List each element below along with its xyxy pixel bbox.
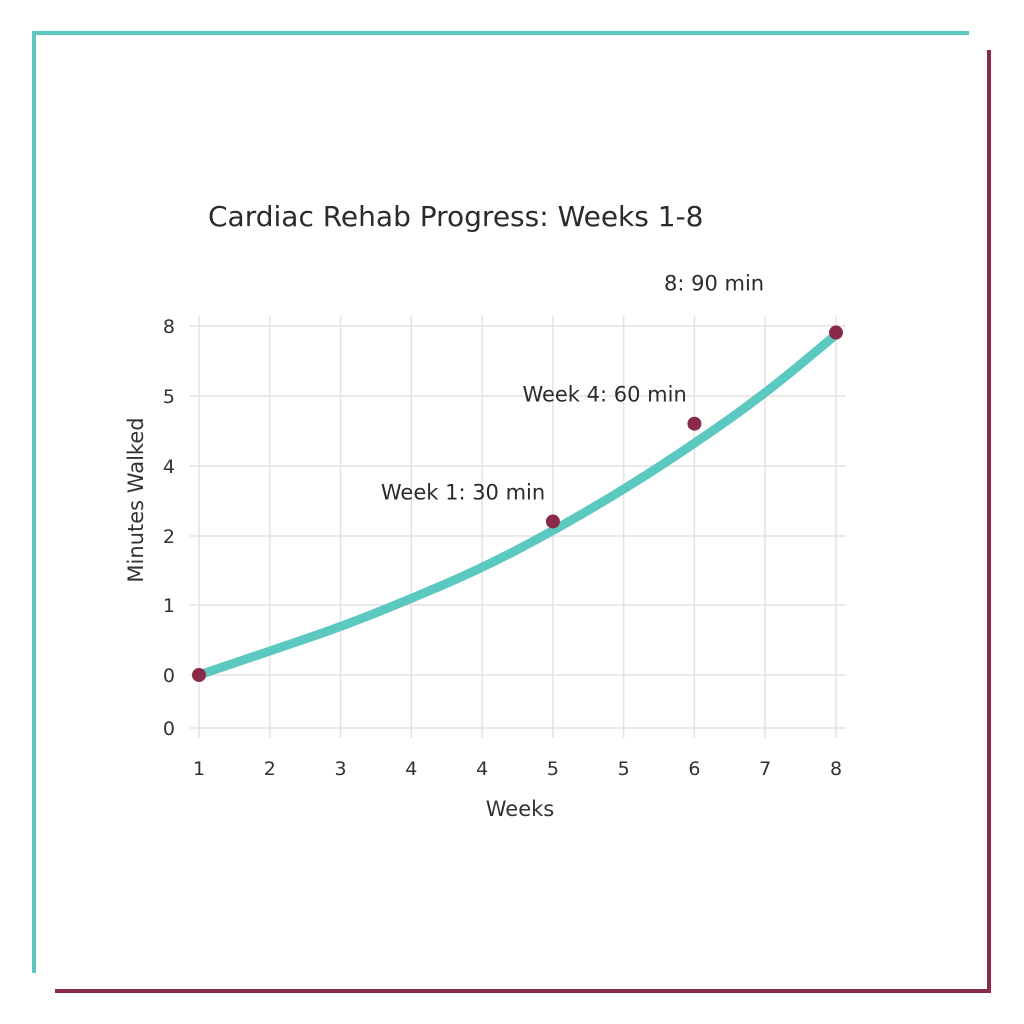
grid-lines: [190, 316, 846, 738]
x-tick-label: 2: [264, 758, 276, 780]
y-tick-labels: 0 0 1 2 4 5 8: [163, 316, 175, 740]
x-axis-label: Weeks: [486, 797, 554, 821]
x-tick-label: 6: [688, 758, 700, 780]
x-tick-label: 3: [335, 758, 347, 780]
frame-teal-top: [32, 31, 969, 35]
data-point-marker: [829, 325, 843, 340]
data-point-marker: [192, 668, 206, 682]
chart-title: Cardiac Rehab Progress: Weeks 1-8: [208, 200, 704, 233]
x-tick-label: 1: [193, 758, 205, 780]
y-tick-label: 2: [163, 526, 175, 548]
x-tick-label: 8: [830, 758, 842, 780]
x-tick-label: 4: [476, 758, 488, 780]
y-tick-label: 0: [163, 718, 175, 740]
y-tick-label: 1: [163, 595, 175, 617]
data-point-marker: [545, 514, 560, 529]
x-tick-label: 5: [547, 758, 559, 780]
x-tick-label: 5: [618, 758, 630, 780]
frame-red-bottom: [55, 989, 991, 993]
y-tick-label: 4: [163, 456, 175, 478]
data-annotation: 8: 90 min: [664, 272, 764, 296]
series-line: [194, 330, 841, 680]
y-tick-label: 8: [163, 316, 175, 338]
data-point-marker: [687, 416, 702, 431]
x-tick-labels: 1 2 3 4 4 5 5 6 7 8: [193, 758, 842, 780]
frame-red-right: [987, 50, 991, 993]
data-markers: [192, 325, 843, 682]
y-tick-label: 0: [163, 665, 175, 687]
x-tick-label: 4: [405, 758, 417, 780]
annotations: Week 1: 30 min Week 4: 60 min 8: 90 min: [381, 272, 764, 505]
frame-teal-left: [32, 31, 36, 973]
y-tick-label: 5: [163, 386, 175, 408]
x-tick-label: 7: [759, 758, 771, 780]
data-annotation: Week 4: 60 min: [522, 383, 686, 407]
y-axis-label: Minutes Walked: [124, 417, 148, 582]
data-annotation: Week 1: 30 min: [381, 480, 545, 504]
